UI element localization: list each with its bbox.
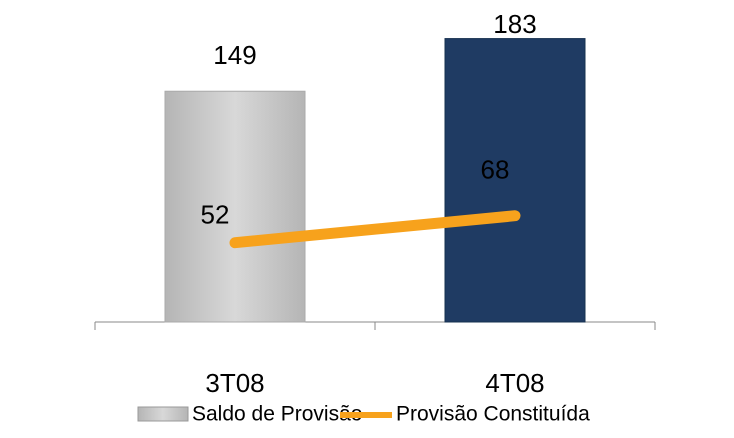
x-tick-label: 4T08: [485, 368, 544, 398]
legend-swatch: [137, 406, 189, 422]
bar: [164, 90, 306, 323]
legend-label: Provisão Constituída: [396, 403, 590, 426]
bar: [444, 38, 586, 323]
data-label: 183: [493, 9, 536, 39]
data-label: 52: [201, 200, 230, 230]
legend-label: Saldo de Provisão: [192, 403, 362, 426]
line: [229, 210, 521, 249]
x-tick-label: 3T08: [205, 368, 264, 398]
data-label: 68: [481, 155, 510, 185]
data-label: 149: [213, 40, 256, 70]
